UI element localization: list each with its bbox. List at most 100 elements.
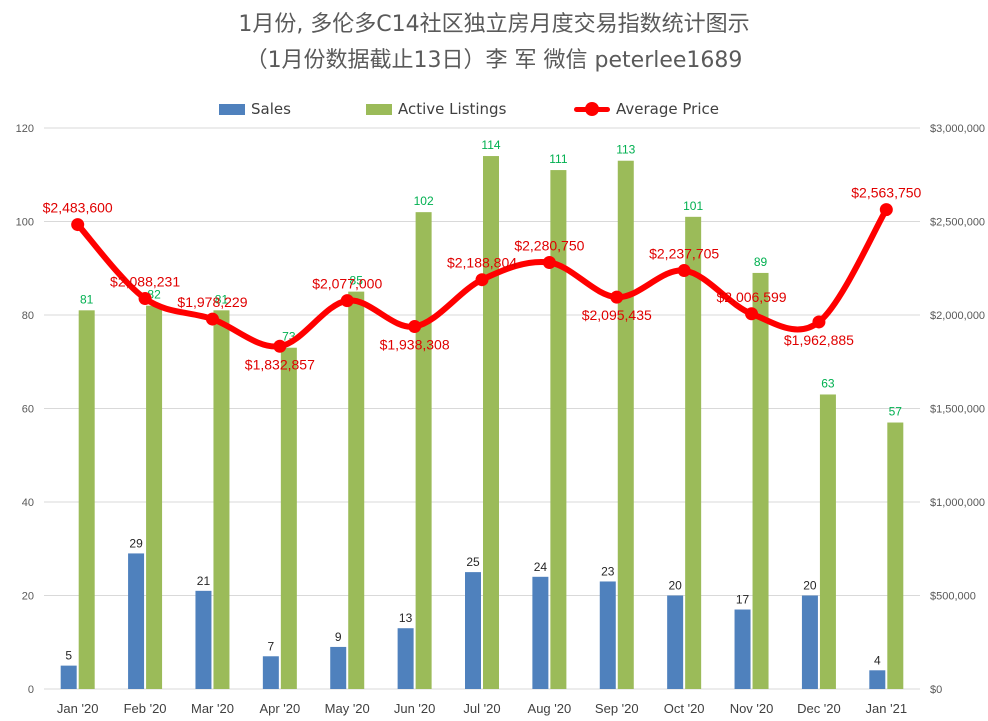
marker-average-price: [138, 292, 152, 306]
legend-label-average-price: Average Price: [616, 100, 719, 118]
data-label-active-listings: 85: [350, 274, 364, 288]
data-label-active-listings: 89: [754, 255, 768, 269]
y-right-tick-label: $3,000,000: [930, 123, 985, 135]
chart-title: 1月份, 多伦多C14社区独立房月度交易指数统计图示: [238, 12, 750, 37]
legend-swatch-active-listings: [366, 103, 392, 115]
data-label-average-price: $2,483,600: [43, 200, 113, 216]
data-label-average-price: $1,832,857: [245, 356, 315, 372]
bar-sales: [262, 656, 279, 689]
bar-sales: [532, 576, 549, 689]
data-label-sales: 17: [736, 593, 750, 607]
data-label-active-listings: 81: [80, 292, 94, 306]
bar-active-listings: [146, 305, 163, 689]
data-label-active-listings: 101: [683, 199, 703, 213]
data-label-average-price: $2,188,804: [447, 255, 517, 271]
x-tick-label: Jan '21: [866, 701, 908, 716]
data-label-average-price: $2,088,231: [110, 274, 180, 290]
bar-active-listings: [415, 212, 432, 689]
marker-average-price: [475, 273, 489, 287]
x-tick-label: Jul '20: [463, 701, 500, 716]
x-tick-label: Oct '20: [664, 701, 705, 716]
marker-average-price: [408, 320, 422, 334]
chart-subtitle: （1月份数据截止13日）李 军 微信 peterlee1689: [245, 48, 743, 73]
data-label-sales: 25: [466, 555, 480, 569]
bar-active-listings: [819, 394, 836, 689]
data-label-sales: 24: [534, 560, 548, 574]
y-right-tick-label: $500,000: [930, 591, 976, 603]
bar-active-listings: [617, 160, 634, 690]
x-tick-label: Apr '20: [259, 701, 300, 716]
marker-average-price: [677, 264, 691, 278]
data-label-average-price: $1,978,229: [177, 294, 247, 310]
bar-active-listings: [483, 156, 499, 690]
data-label-average-price: $2,280,750: [514, 237, 584, 253]
legend-label-sales: Sales: [251, 100, 291, 118]
legend-swatch-average-price: [574, 102, 610, 116]
marker-average-price: [879, 203, 893, 217]
bar-sales: [128, 553, 145, 689]
y-right-tick-label: $1,500,000: [930, 404, 985, 416]
data-label-sales: 29: [129, 536, 143, 550]
data-label-average-price: $1,962,885: [784, 332, 854, 348]
data-label-sales: 4: [874, 653, 881, 667]
x-tick-label: Mar '20: [191, 701, 234, 716]
data-label-active-listings: 111: [549, 152, 568, 166]
data-label-sales: 20: [668, 579, 682, 593]
bar-sales: [330, 646, 347, 689]
bar-sales: [195, 590, 212, 689]
legend-swatch-sales: [219, 103, 245, 115]
x-tick-label: Nov '20: [730, 701, 774, 716]
y-left-tick-label: 120: [16, 123, 34, 135]
data-label-average-price: $2,095,435: [582, 307, 652, 323]
y-left-tick-label: 0: [28, 684, 34, 696]
marker-average-price: [340, 294, 354, 308]
marker-average-price: [812, 315, 826, 329]
marker-average-price: [71, 218, 85, 232]
bar-sales: [397, 628, 414, 689]
y-left-tick-label: 40: [22, 497, 34, 509]
bar-active-listings: [550, 170, 567, 689]
data-label-sales: 9: [335, 630, 342, 644]
x-tick-label: Aug '20: [528, 701, 572, 716]
data-label-active-listings: 63: [821, 376, 835, 390]
data-label-average-price: $2,237,705: [649, 246, 719, 262]
data-label-active-listings: 102: [414, 194, 434, 208]
legend-item-average-price: Average Price: [574, 100, 719, 118]
y-left-tick-label: 60: [22, 404, 34, 416]
legend-item-sales: Sales: [219, 100, 291, 118]
marker-average-price: [610, 290, 624, 304]
legend: Sales Active Listings Average Price: [0, 98, 988, 122]
legend-item-active-listings: Active Listings: [366, 100, 506, 118]
bar-active-listings: [78, 310, 95, 689]
data-label-average-price: $2,006,599: [716, 289, 786, 305]
data-label-sales: 13: [399, 611, 413, 625]
y-right-tick-label: $2,500,000: [930, 217, 985, 229]
bar-sales: [60, 665, 77, 689]
bar-active-listings: [685, 216, 702, 689]
y-right-tick-label: $2,000,000: [930, 310, 985, 322]
bar-sales: [869, 670, 886, 689]
marker-average-price: [273, 339, 287, 353]
marker-average-price: [745, 307, 759, 321]
x-tick-label: Sep '20: [595, 701, 639, 716]
data-label-sales: 21: [197, 574, 211, 588]
bar-sales: [465, 572, 481, 689]
bar-active-listings: [752, 272, 769, 689]
bar-sales: [667, 595, 684, 689]
data-label-active-listings: 57: [889, 405, 903, 419]
y-left-tick-label: 20: [22, 591, 34, 603]
legend-label-active-listings: Active Listings: [398, 100, 507, 118]
data-label-average-price: $2,563,750: [851, 185, 921, 201]
data-label-sales: 20: [803, 579, 817, 593]
y-right-tick-label: $1,000,000: [930, 497, 985, 509]
marker-average-price: [205, 312, 219, 326]
x-tick-label: Jan '20: [57, 701, 99, 716]
bar-sales: [801, 595, 818, 689]
bar-active-listings: [348, 291, 365, 689]
x-tick-label: Feb '20: [124, 701, 167, 716]
y-right-tick-label: $0: [930, 684, 942, 696]
data-label-active-listings: 81: [215, 292, 229, 306]
data-label-active-listings: 113: [616, 143, 635, 157]
